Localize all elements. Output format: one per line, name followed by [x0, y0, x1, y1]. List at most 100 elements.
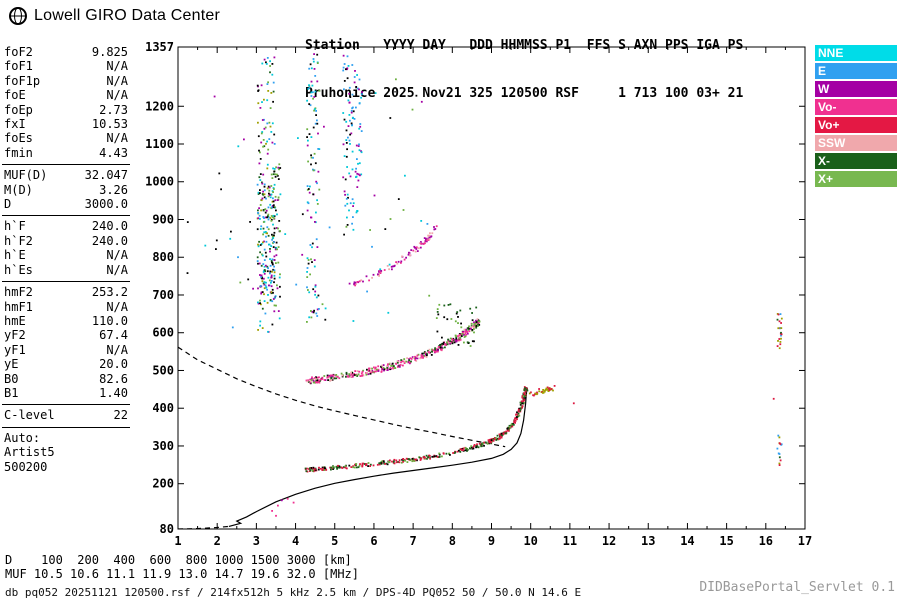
legend-item-W: W [815, 81, 897, 97]
x-tick-label: 2 [214, 534, 221, 548]
param-value: 2.73 [99, 102, 128, 117]
param-row: C-level 22 [2, 408, 130, 422]
param-row: M(D) 3.26 [2, 183, 130, 197]
y-tick-label: 1200 [145, 99, 174, 113]
y-tick-label: 1000 [145, 175, 174, 189]
y-tick-label: 1100 [145, 137, 174, 151]
param-panel: foF2 9.825 foF1 N/A foF1p N/A foE N/A foEp 2.73 fx… [2, 42, 130, 478]
y-tick-label: 1357 [145, 40, 174, 54]
x-tick-label: 16 [759, 534, 773, 548]
x-tick-label: 10 [523, 534, 537, 548]
param-name: D [4, 197, 12, 212]
legend-item-Vo+: Vo+ [815, 117, 897, 133]
giro-logo-icon [9, 7, 27, 25]
y-tick-label: 300 [152, 439, 174, 453]
param-value: 3000.0 [84, 197, 128, 212]
param-value: 253.2 [91, 285, 128, 300]
param-value: N/A [106, 299, 128, 314]
param-row: hmF1 N/A [2, 300, 130, 314]
param-value: 1.40 [99, 385, 128, 400]
param-value: N/A [106, 131, 128, 146]
station-header-values: Pruhonice 2025 Nov21 325 120500 RSF 1 71… [305, 86, 744, 101]
param-name: h`F [4, 219, 26, 234]
giro-logo-text: Lowell GIRO Data Center [34, 7, 221, 24]
param-name: foEp [4, 102, 33, 117]
param-group-6: Auto: Artist5 500200 [2, 426, 130, 478]
param-value: 20.0 [99, 357, 128, 372]
y-tick-label: 80 [160, 522, 174, 536]
x-tick-label: 6 [370, 534, 377, 548]
param-name: yF1 [4, 342, 26, 357]
param-row: 500200 [2, 460, 130, 474]
x-tick-label: 15 [719, 534, 733, 548]
param-name: MUF(D) [4, 168, 48, 183]
status-line: db pq052 20251121 120500.rsf / 214fx512h… [5, 586, 582, 599]
param-group-2: MUF(D) 32.047 M(D) 3.26 D 3000.0 [2, 164, 130, 215]
ionogram-chart: 1 2 3 4 5 6 7 8 9 10 11 12 13 14 15 16 17 1357 1200 1100 100… [133, 39, 823, 556]
param-name: C-level [4, 408, 55, 423]
legend-item-E: E [815, 63, 897, 79]
param-value: 240.0 [91, 233, 128, 248]
station-header-columns: Station YYYY DAY DDD HHMMSS P1 FFS S AXN… [305, 38, 744, 53]
legend-item-X+: X+ [815, 171, 897, 187]
param-value: 4.43 [99, 145, 128, 160]
x-tick-label: 8 [449, 534, 456, 548]
param-group-5: C-level 22 [2, 404, 130, 426]
x-tick-label: 5 [331, 534, 338, 548]
param-row: Artist5 [2, 445, 130, 459]
profile-curve [228, 387, 528, 527]
x-tick-label: 14 [680, 534, 694, 548]
servlet-version-label: DIDBasePortal_Servlet 0.1 [699, 580, 895, 595]
param-name: fmin [4, 145, 33, 160]
param-value: 32.047 [84, 168, 128, 183]
y-tick-label: 400 [152, 401, 174, 415]
param-name: foEs [4, 131, 33, 146]
param-row: foEp 2.73 [2, 103, 130, 117]
param-name: M(D) [4, 182, 33, 197]
x-tick-label: 13 [641, 534, 655, 548]
param-name: h`F2 [4, 233, 33, 248]
ionogram-svg: 1 2 3 4 5 6 7 8 9 10 11 12 13 14 15 16 17135712001100100… [145, 40, 812, 548]
param-name: B0 [4, 371, 19, 386]
param-name: foE [4, 88, 26, 103]
param-row: hmF2 253.2 [2, 285, 130, 299]
param-group-3: h`F 240.0 h`F2 240.0 h`E N/A h`Es N/A [2, 215, 130, 281]
axes-layer: 1 2 3 4 5 6 7 8 9 10 11 12 13 14 15 16 17135712001100100… [145, 40, 812, 548]
profile-extrapolated [178, 525, 229, 529]
y-tick-label: 700 [152, 288, 174, 302]
param-row: foF1 N/A [2, 59, 130, 73]
y-tick-label: 900 [152, 212, 174, 226]
param-row: Auto: [2, 431, 130, 445]
param-row: h`F2 240.0 [2, 234, 130, 248]
param-value: 9.825 [91, 45, 128, 59]
param-row: foF2 9.825 [2, 45, 130, 59]
param-name: Artist5 [4, 445, 55, 460]
param-value: 3.26 [99, 182, 128, 197]
scatter-layer [186, 53, 783, 517]
y-tick-label: 200 [152, 477, 174, 491]
param-value: 67.4 [99, 328, 128, 343]
legend-item-Vo-: Vo- [815, 99, 897, 115]
x-tick-label: 3 [253, 534, 260, 548]
param-value: 22 [113, 408, 128, 423]
param-name: Auto: [4, 430, 41, 445]
param-row: fxI 10.53 [2, 117, 130, 131]
param-value: 110.0 [91, 313, 128, 328]
param-value: N/A [106, 88, 128, 103]
x-tick-label: 11 [563, 534, 577, 548]
param-row: foE N/A [2, 88, 130, 102]
x-tick-label: 7 [410, 534, 417, 548]
giro-logo: Lowell GIRO Data Center [8, 6, 220, 26]
param-row: hmE 110.0 [2, 314, 130, 328]
param-row: h`E N/A [2, 248, 130, 262]
transmission-curve [178, 346, 506, 448]
param-name: hmF1 [4, 299, 33, 314]
param-row: fmin 4.43 [2, 146, 130, 160]
x-tick-label: 4 [292, 534, 299, 548]
param-name: yF2 [4, 328, 26, 343]
param-name: foF2 [4, 45, 33, 59]
legend-item-SSW: SSW [815, 135, 897, 151]
param-row: foEs N/A [2, 131, 130, 145]
param-row: h`F 240.0 [2, 219, 130, 233]
